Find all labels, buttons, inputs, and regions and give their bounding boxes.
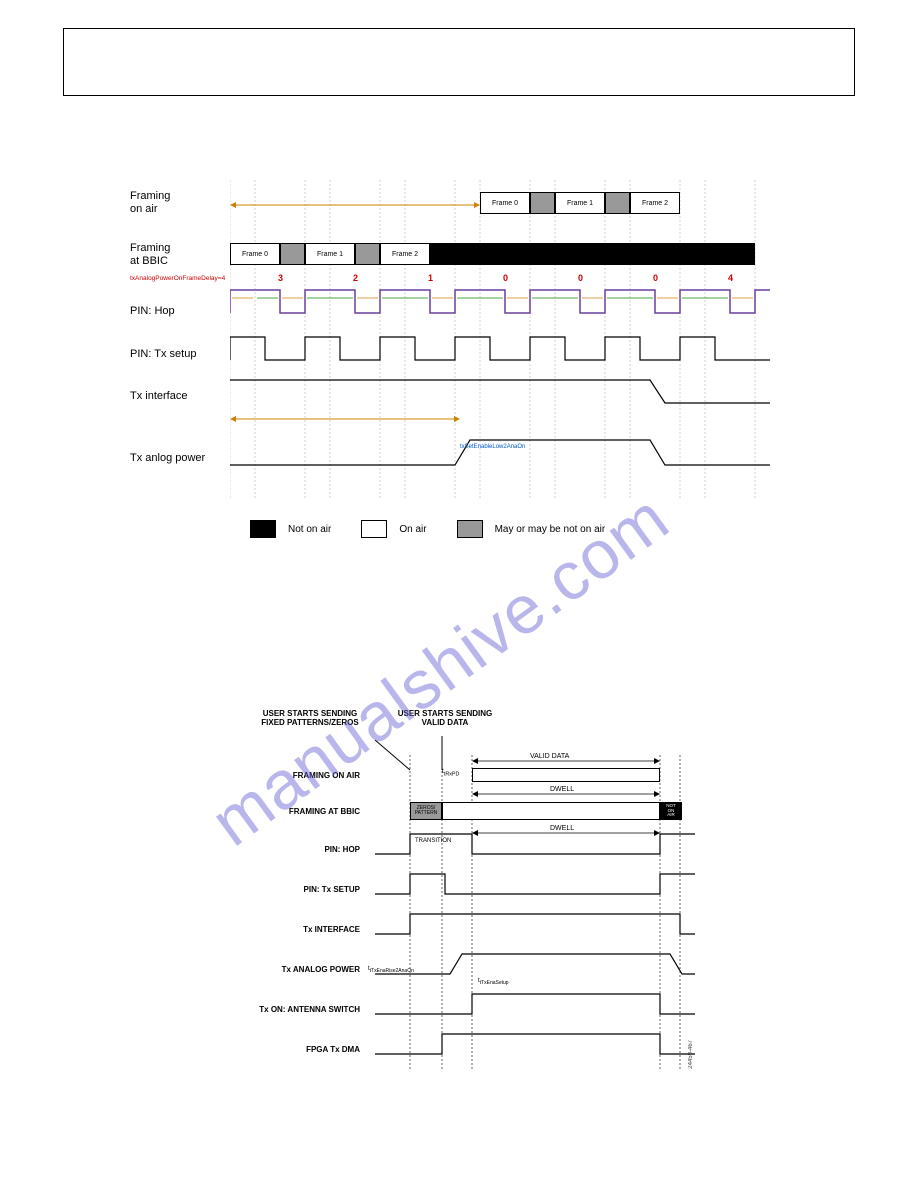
- bbic-frame-2: Frame 2: [380, 243, 430, 265]
- digit-3: 3: [278, 273, 283, 283]
- bbic-frame-1: Frame 1: [305, 243, 355, 265]
- digit-0b: 0: [578, 273, 583, 283]
- not-on-air-box: NOT ON AIR: [660, 802, 682, 820]
- f2-dma-signal: [375, 1030, 695, 1058]
- bbic-gap-1: [355, 243, 380, 265]
- f2-fpga-dma: FPGA Tx DMA: [180, 1046, 360, 1055]
- f2-antenna-signal: [375, 990, 695, 1018]
- digit-2: 2: [353, 273, 358, 283]
- legend-swatch-grey: [457, 520, 483, 538]
- f2-txsetup-signal: [375, 870, 695, 898]
- dwell-label-bbic: DWELL: [550, 786, 574, 793]
- legend-not-on-air: Not on air: [288, 524, 331, 535]
- onair-gap-0: [530, 192, 555, 214]
- tx-analog-signal: [230, 435, 770, 470]
- f2-framing-bbic: FRAMING AT BBIC: [180, 808, 360, 817]
- label-tx-analog-power: Tx anlog power: [130, 452, 205, 465]
- onair-arrow: [230, 202, 480, 208]
- t-txenasetup: ttTxEnaSetup: [478, 978, 509, 986]
- legend: Not on air On air May or may be not on a…: [250, 520, 605, 538]
- ana-tx-label: txSetEnableLow2AnaOn: [460, 444, 525, 450]
- pin-hop-signal: [230, 285, 770, 317]
- label-pin-txsetup: PIN: Tx setup: [130, 348, 196, 361]
- legend-may-or-may: May or may be not on air: [495, 524, 606, 535]
- pin-txsetup-signal: [230, 332, 770, 364]
- bbic-black: [430, 243, 755, 265]
- dwell-label-hop: DWELL: [550, 825, 574, 832]
- legend-on-air: On air: [399, 524, 426, 535]
- digit-0a: 0: [503, 273, 508, 283]
- onair-frame-0: Frame 0: [480, 192, 530, 214]
- zeros-pattern-box: ZEROS/ PATTERN: [410, 802, 442, 820]
- bbic-gap-0: [280, 243, 305, 265]
- f2-pin-txsetup: PIN: Tx SETUP: [180, 886, 360, 895]
- f2-bbic-white: [442, 802, 660, 820]
- legend-swatch-white: [361, 520, 387, 538]
- bbic-frame-0: Frame 0: [230, 243, 280, 265]
- f2-tx-antenna: Tx ON: ANTENNA SWITCH: [180, 1006, 360, 1015]
- label-tx-interface: Tx interface: [130, 390, 187, 403]
- valid-data-label: VALID DATA: [530, 753, 569, 760]
- transition-label: TRANSITION: [415, 838, 451, 844]
- f2-analog-signal: [375, 950, 695, 978]
- f2-tx-interface: Tx INTERFACE: [180, 926, 360, 935]
- f2-framing-on-air: FRAMING ON AIR: [180, 772, 360, 781]
- tx-interface-signal: [230, 375, 770, 407]
- digit-0c: 0: [653, 273, 658, 283]
- onair-frame-2: Frame 2: [630, 192, 680, 214]
- label-framing-on-air: Framing on air: [130, 190, 170, 216]
- page-header-border: [63, 28, 855, 96]
- onair-gap-1: [605, 192, 630, 214]
- figure-2: USER STARTS SENDING FIXED PATTERNS/ZEROS…: [180, 710, 720, 1110]
- f2-tx-analog: Tx ANALOG POWER: [180, 966, 360, 975]
- digit-1: 1: [428, 273, 433, 283]
- label-pin-hop: PIN: Hop: [130, 305, 175, 318]
- legend-swatch-black: [250, 520, 276, 538]
- figure-1: Framing on air Frame 0 Frame 1 Frame 2 F…: [130, 180, 770, 580]
- f2-txif-signal: [375, 910, 695, 938]
- digit-4: 4: [728, 273, 733, 283]
- t-rxpd: ttRxPD: [442, 768, 459, 777]
- f2-onair-box: [472, 768, 660, 782]
- figure-number: 24459-467: [688, 1040, 694, 1069]
- framing-on-air-track: Frame 0 Frame 1 Frame 2: [230, 192, 770, 214]
- f2-pin-hop: PIN: HOP: [180, 846, 360, 855]
- delay-label: txAnalogPowerOnFrameDelay=4: [130, 275, 225, 282]
- txif-arrow: [230, 416, 460, 422]
- label-framing-bbic: Framing at BBIC: [130, 242, 170, 268]
- onair-frame-1: Frame 1: [555, 192, 605, 214]
- framing-bbic-track: Frame 0 Frame 1 Frame 2: [230, 243, 770, 265]
- t-txenarise: ttTxEnaRise2AnaOn: [368, 966, 414, 974]
